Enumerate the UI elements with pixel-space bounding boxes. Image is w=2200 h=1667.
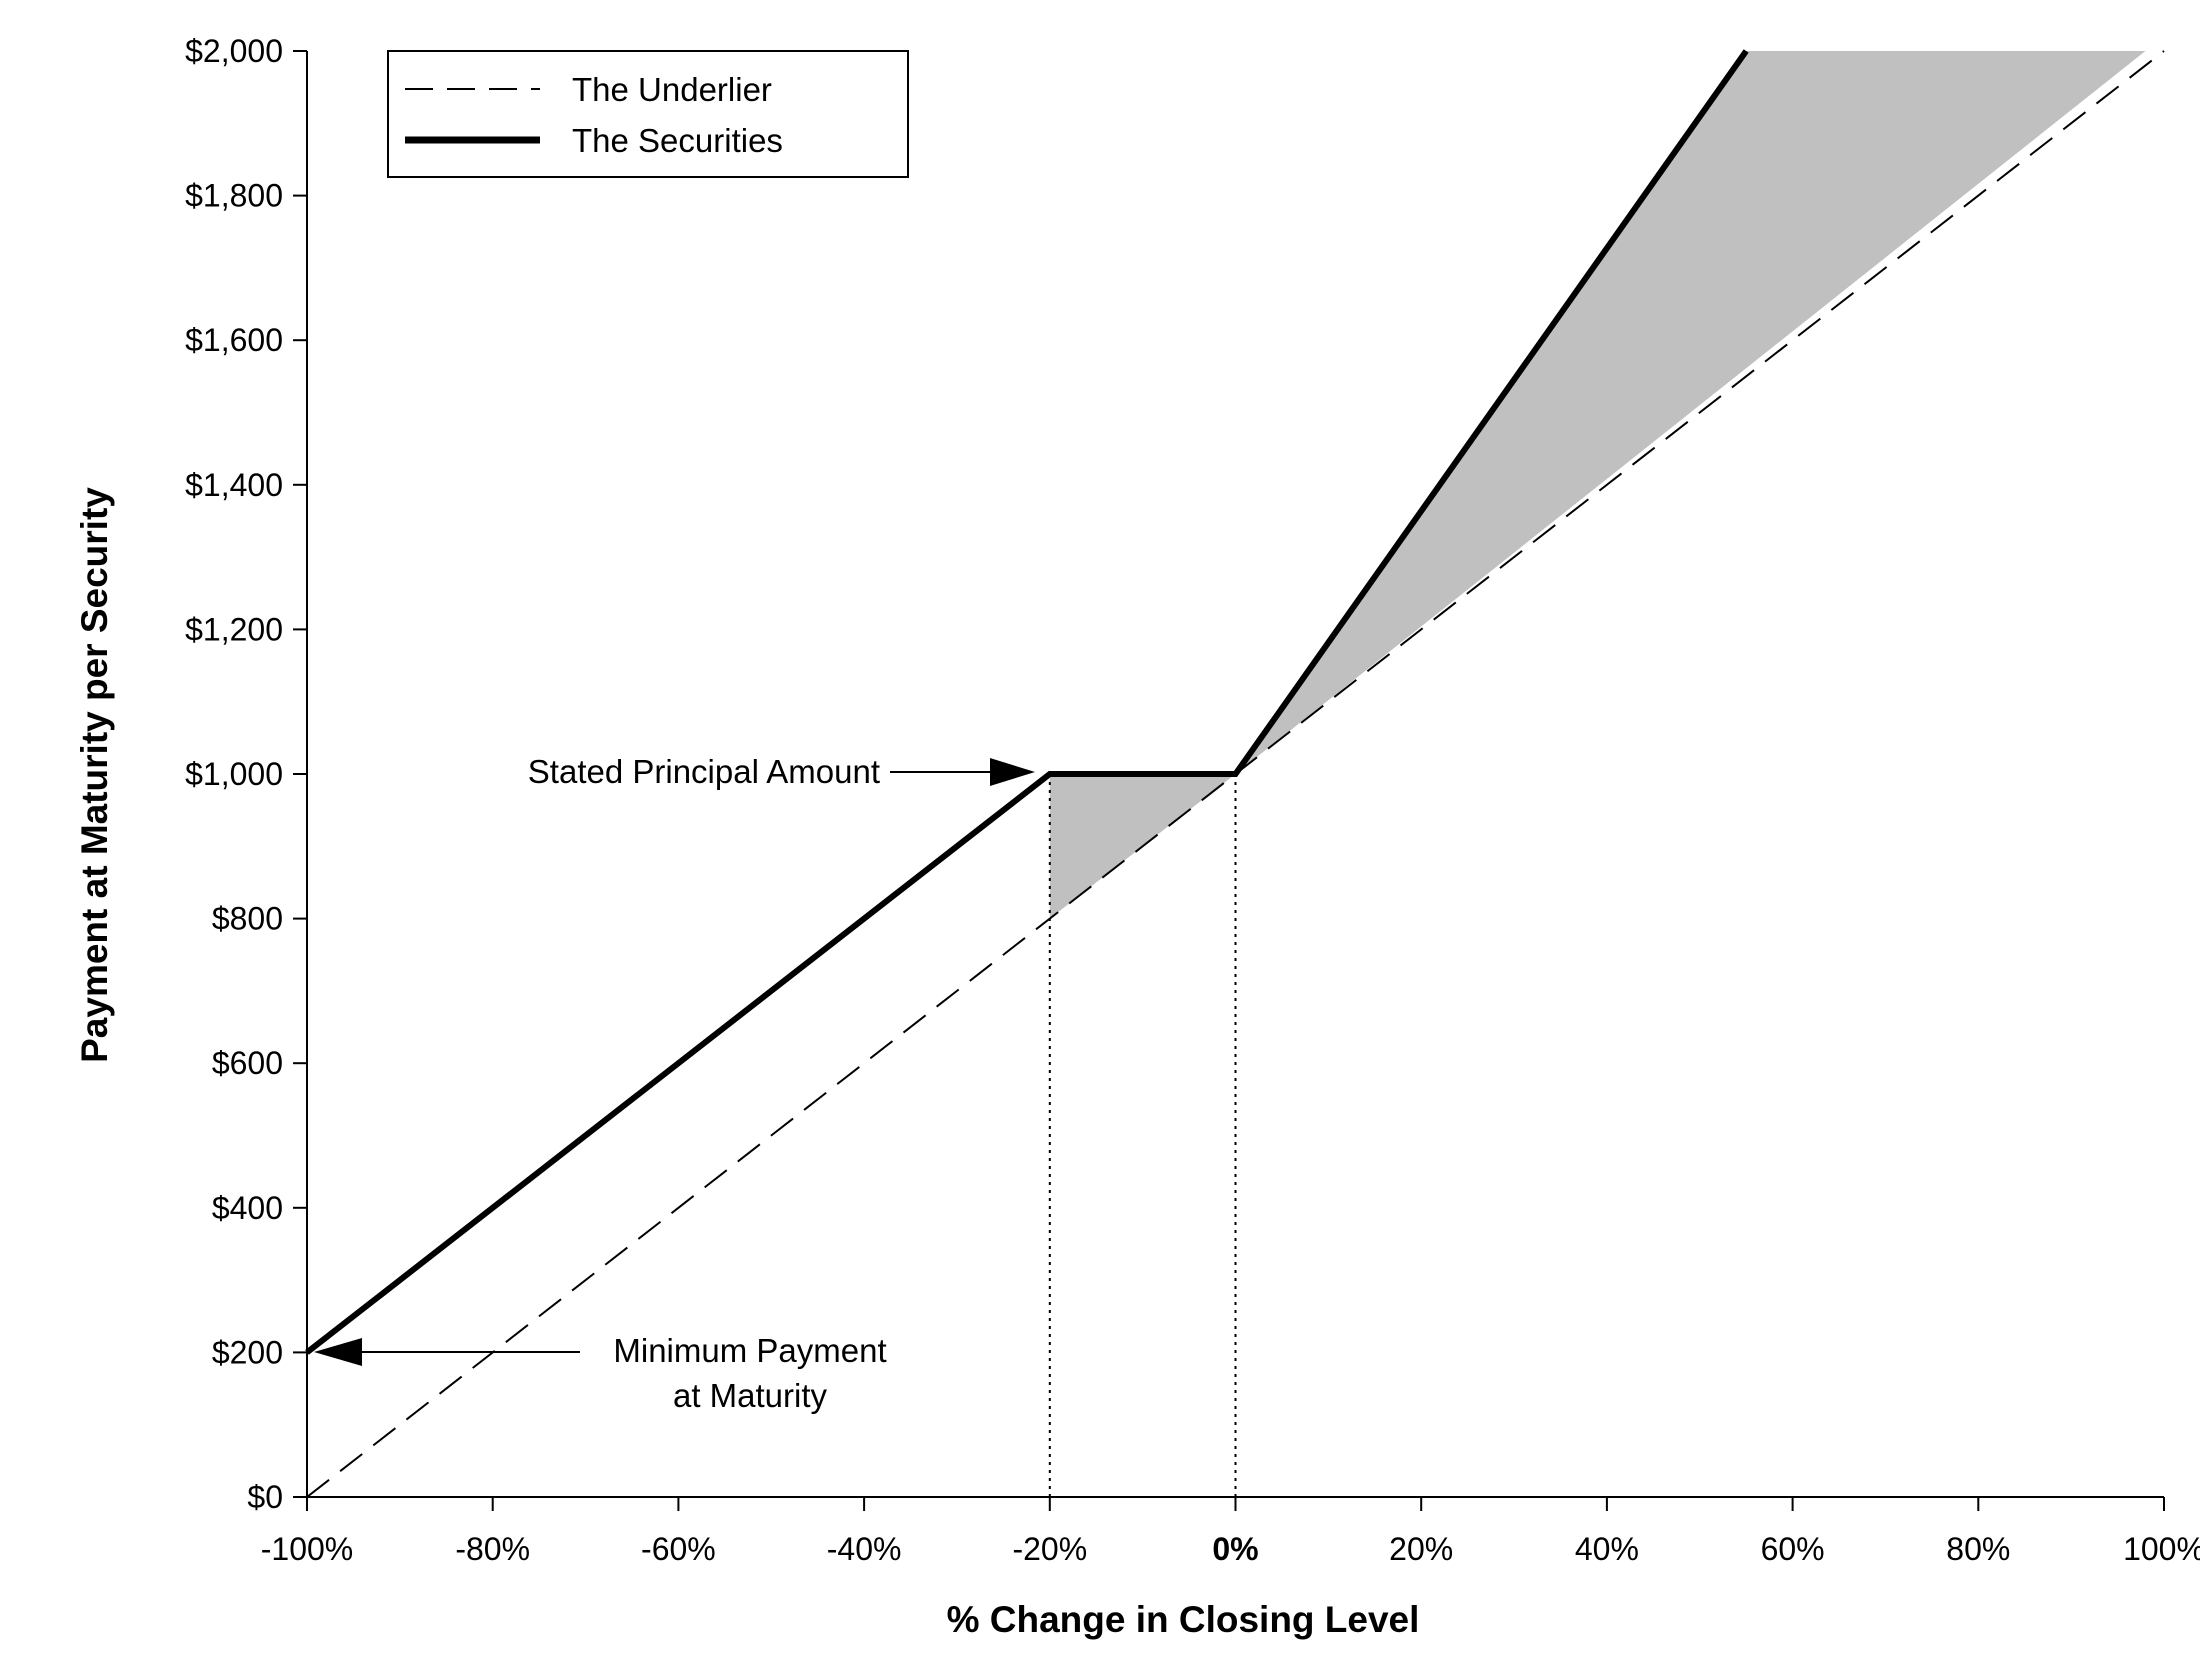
y-tick-label: $1,600 (185, 322, 283, 358)
y-tick-label: $1,200 (185, 611, 283, 647)
reference-lines (1048, 774, 1237, 1497)
y-tick-label: $600 (212, 1045, 283, 1081)
x-tick-label: 100% (2123, 1531, 2200, 1567)
y-axis-ticks: $0 $200 $400 $600 $800 $1,000 $1,200 $1,400 $1,6… (185, 33, 307, 1515)
x-tick-label: -40% (827, 1531, 902, 1567)
x-tick-label: 0% (1212, 1531, 1258, 1567)
annotations: Stated Principal Amount Minimum Payment … (314, 753, 1035, 1414)
y-axis-title: Payment at Maturity per Security (74, 487, 115, 1063)
legend-box (387, 50, 909, 178)
x-axis-title: % Change in Closing Level (947, 1599, 1420, 1640)
annotation-principal-arrow-head (990, 758, 1035, 786)
y-tick-label: $200 (212, 1334, 283, 1370)
y-tick-label: $400 (212, 1190, 283, 1226)
x-tick-label: -60% (641, 1531, 716, 1567)
annotation-minimum-arrow-head (314, 1338, 362, 1366)
annotation-minimum-text-line2: at Maturity (673, 1377, 828, 1414)
y-tick-label: $1,800 (185, 178, 283, 214)
x-tick-label: 20% (1389, 1531, 1453, 1567)
legend: The Underlier The Securities (387, 50, 909, 178)
y-tick-label: $800 (212, 901, 283, 937)
y-tick-label: $2,000 (185, 33, 283, 69)
legend-label-securities: The Securities (572, 122, 783, 159)
shaded-regions (1049, 51, 2146, 919)
x-axis-ticks: -100% -80% -60% -40% -20% 0% 20% 40% 60% 80% 100% (261, 1497, 2200, 1567)
annotation-minimum-text-line1: Minimum Payment (613, 1332, 886, 1369)
x-tick-label: 40% (1575, 1531, 1639, 1567)
y-tick-label: $0 (247, 1479, 283, 1515)
x-tick-label: -100% (261, 1531, 354, 1567)
series-line-securities (305, 49, 1749, 1355)
x-tick-label: -20% (1012, 1531, 1087, 1567)
y-tick-label: $1,400 (185, 467, 283, 503)
x-tick-label: -80% (455, 1531, 530, 1567)
x-tick-label: 60% (1761, 1531, 1825, 1567)
y-tick-label: $1,000 (185, 756, 283, 792)
legend-label-underlier: The Underlier (572, 71, 772, 108)
x-tick-label: 80% (1946, 1531, 2010, 1567)
annotation-principal-text: Stated Principal Amount (528, 753, 880, 790)
series-lines (305, 49, 2165, 1498)
shaded-region-1 (1235, 51, 2146, 774)
